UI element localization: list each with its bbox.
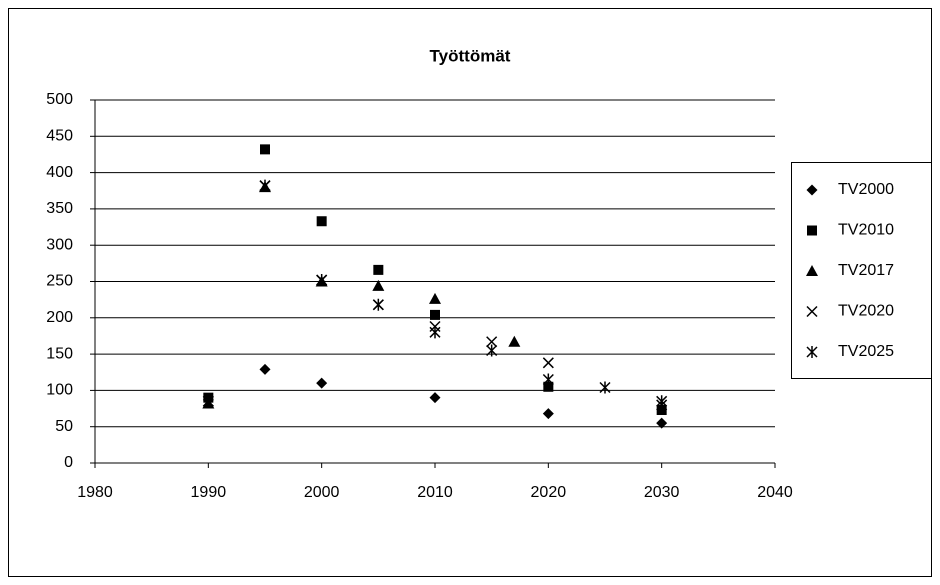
marker <box>656 405 667 416</box>
y-tick-label: 0 <box>64 454 73 471</box>
y-tick-label: 250 <box>46 273 73 290</box>
x-tick-label: 2020 <box>531 484 567 501</box>
legend-label: TV2000 <box>838 181 894 198</box>
chart-title: Työttömät <box>430 46 511 65</box>
marker <box>807 225 817 236</box>
marker <box>599 381 611 394</box>
y-tick-label: 50 <box>55 418 73 435</box>
marker <box>373 264 384 275</box>
marker <box>259 363 271 375</box>
marker <box>542 373 554 386</box>
legend-label: TV2025 <box>838 343 894 360</box>
y-tick-label: 200 <box>46 309 73 326</box>
marker <box>429 326 441 339</box>
y-tick-label: 500 <box>46 91 73 108</box>
marker <box>656 417 668 429</box>
marker <box>806 184 818 196</box>
marker <box>259 179 271 192</box>
legend-label: TV2010 <box>838 222 894 239</box>
x-tick-label: 1990 <box>191 484 227 501</box>
marker <box>372 298 384 311</box>
marker <box>202 395 214 408</box>
marker <box>806 265 818 276</box>
x-tick-label: 1980 <box>77 484 113 501</box>
marker <box>486 336 498 348</box>
legend-label: TV2017 <box>838 262 894 279</box>
y-tick-label: 100 <box>46 382 73 399</box>
marker <box>486 344 498 357</box>
chart-border <box>8 8 932 577</box>
marker <box>508 335 521 347</box>
marker <box>430 309 440 320</box>
marker <box>806 346 818 358</box>
marker <box>316 377 328 389</box>
marker <box>542 408 554 420</box>
marker <box>316 216 327 227</box>
y-tick-label: 150 <box>46 345 73 362</box>
y-tick-label: 350 <box>46 200 73 217</box>
x-tick-label: 2010 <box>417 484 453 501</box>
marker <box>542 357 554 369</box>
marker <box>429 292 441 304</box>
y-tick-label: 450 <box>46 128 73 145</box>
marker <box>543 381 554 392</box>
marker <box>372 279 385 291</box>
x-tick-label: 2040 <box>757 484 793 501</box>
marker <box>260 144 270 155</box>
x-tick-label: 2030 <box>644 484 680 501</box>
marker <box>316 274 328 287</box>
y-tick-label: 300 <box>46 236 73 253</box>
x-tick-label: 2000 <box>304 484 340 501</box>
y-tick-label: 400 <box>46 164 73 181</box>
legend-label: TV2020 <box>838 303 894 320</box>
marker <box>656 395 668 408</box>
marker <box>806 305 818 318</box>
marker <box>429 392 441 404</box>
